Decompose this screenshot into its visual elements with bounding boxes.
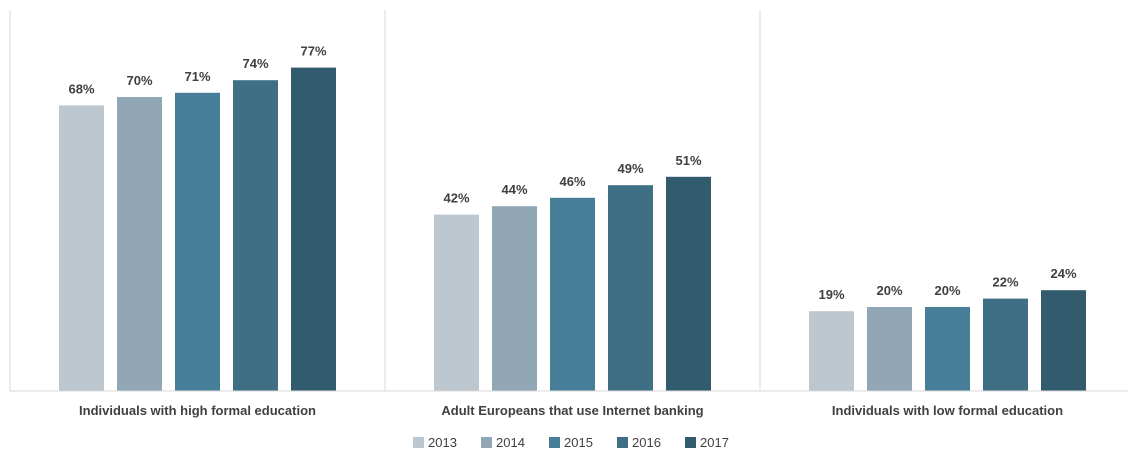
legend-label-2015: 2015 (564, 435, 593, 450)
bar-2017-cat1 (666, 176, 711, 391)
bar-2014-cat2 (867, 307, 912, 391)
legend-swatch-2015 (549, 437, 560, 448)
group-dividers (9, 10, 761, 391)
value-label-2013-cat2: 19% (818, 287, 844, 302)
legend-swatch-2016 (617, 437, 628, 448)
value-label-2016-cat2: 22% (992, 275, 1018, 290)
category-label-0: Individuals with high formal education (79, 403, 316, 418)
category-label-2: Individuals with low formal education (832, 403, 1063, 418)
value-label-2014-cat1: 44% (501, 182, 527, 197)
bar-2014-cat0 (117, 97, 162, 391)
bar-2017-cat2 (1041, 290, 1086, 391)
bar-2015-cat1 (550, 197, 595, 391)
bar-2015-cat0 (175, 92, 220, 392)
bar-2013-cat1 (434, 214, 479, 391)
bar-2016-cat1 (608, 185, 653, 391)
bar-2014-cat1 (492, 206, 537, 391)
legend-label-2014: 2014 (496, 435, 525, 450)
bar-2013-cat0 (59, 105, 104, 392)
value-label-2013-cat1: 42% (443, 191, 469, 206)
value-label-2017-cat1: 51% (675, 153, 701, 168)
legend-swatch-2014 (481, 437, 492, 448)
legend-label-2016: 2016 (632, 435, 661, 450)
category-label-1: Adult Europeans that use Internet bankin… (441, 403, 703, 418)
legend-label-2017: 2017 (700, 435, 729, 450)
bars-layer (59, 67, 1086, 392)
value-label-2015-cat0: 71% (184, 69, 210, 84)
value-label-2015-cat2: 20% (934, 283, 960, 298)
bar-2013-cat2 (809, 311, 854, 391)
value-label-2014-cat0: 70% (126, 73, 152, 88)
bar-2016-cat2 (983, 298, 1028, 391)
value-label-2016-cat0: 74% (242, 56, 268, 71)
legend: 2013 2014 2015 2016 2017 (413, 435, 729, 450)
value-labels-layer: 68% 70% 71% 74% 77% 42% 44% 46% 49% 51% 19% 20% 20% 2… (68, 44, 1076, 303)
value-label-2016-cat1: 49% (617, 161, 643, 176)
category-labels-layer: Individuals with high formal education Ad… (79, 403, 1063, 418)
bar-2016-cat0 (233, 80, 278, 391)
legend-swatch-2013 (413, 437, 424, 448)
value-label-2017-cat0: 77% (300, 44, 326, 59)
value-label-2013-cat0: 68% (68, 81, 94, 96)
legend-label-2013: 2013 (428, 435, 457, 450)
value-label-2017-cat2: 24% (1050, 266, 1076, 281)
value-label-2014-cat2: 20% (876, 283, 902, 298)
value-label-2015-cat1: 46% (559, 174, 585, 189)
legend-swatch-2017 (685, 437, 696, 448)
bar-2017-cat0 (291, 67, 336, 391)
bar-2015-cat2 (925, 307, 970, 391)
